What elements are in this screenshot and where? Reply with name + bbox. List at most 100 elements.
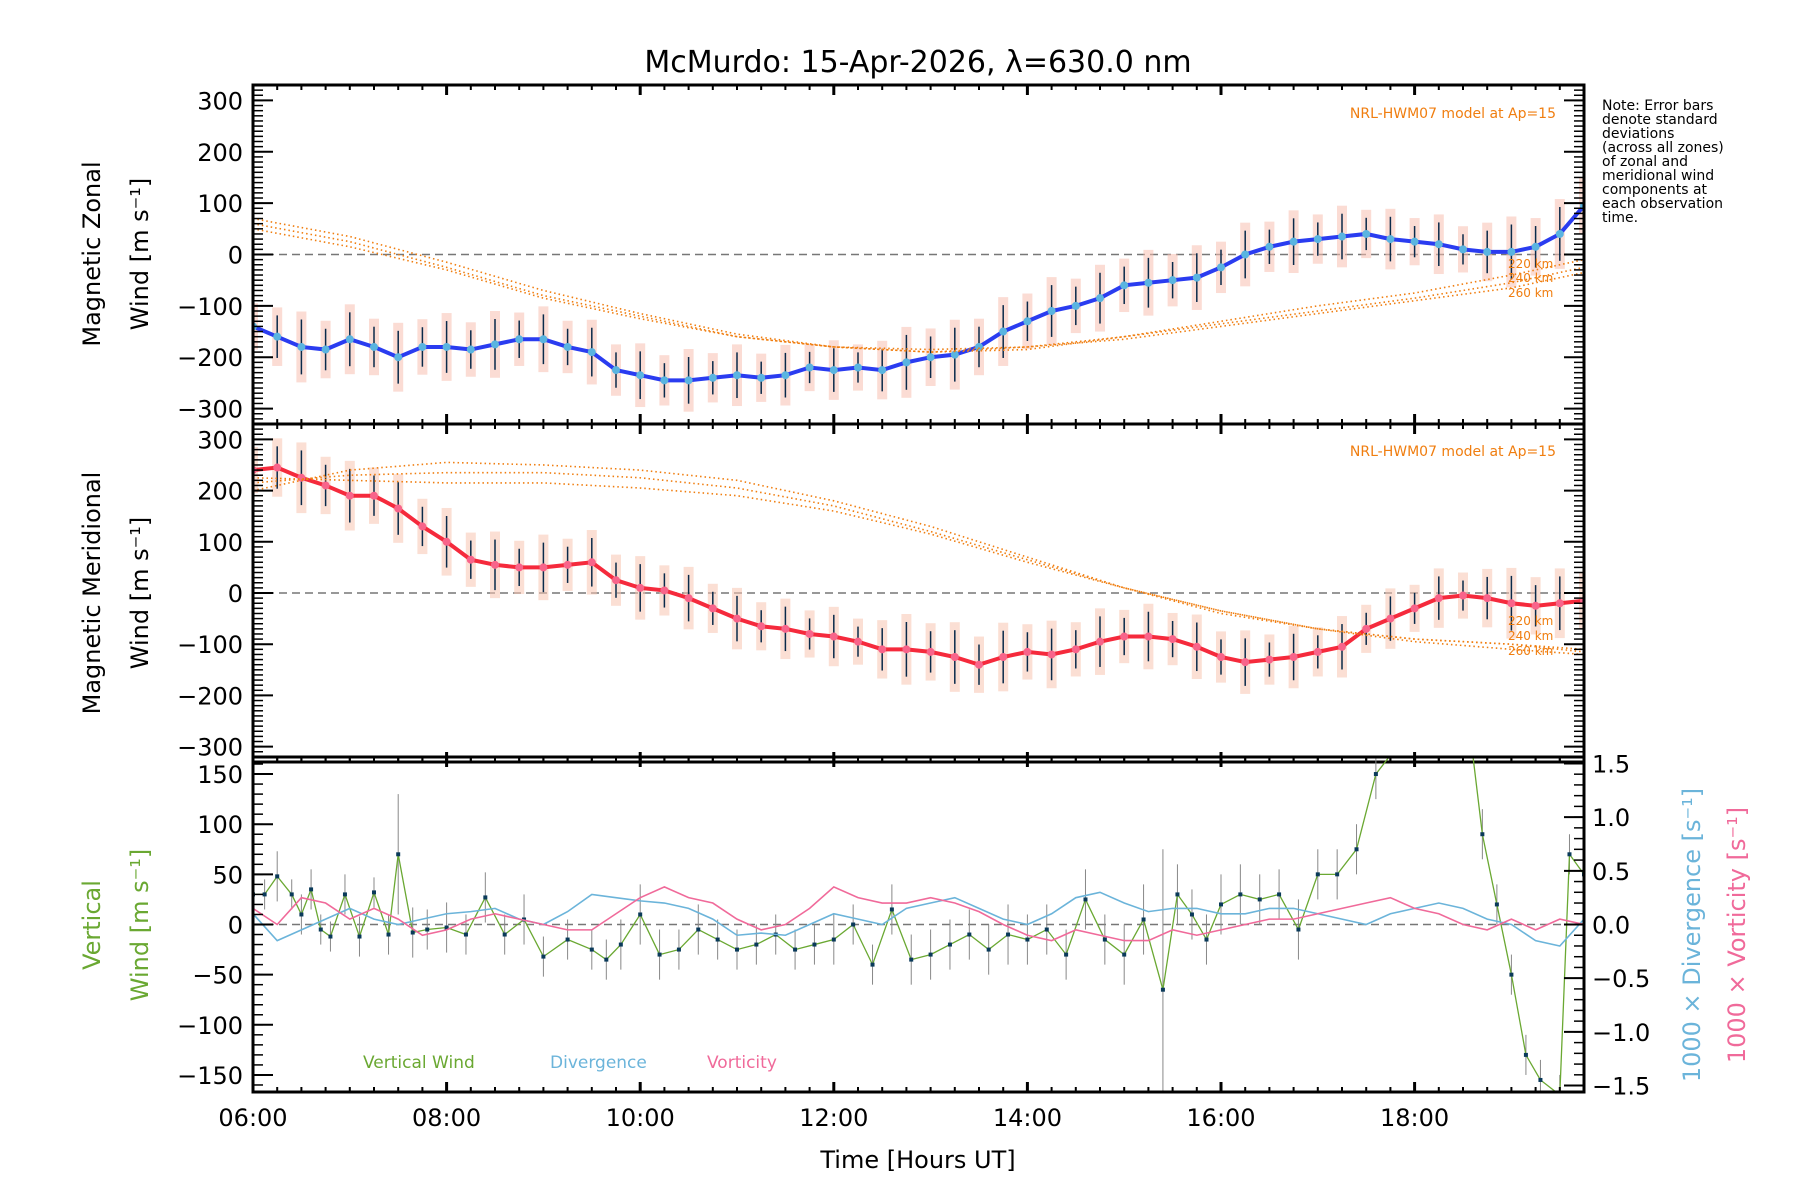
data-point xyxy=(1265,242,1274,251)
data-point xyxy=(684,376,693,385)
data-point xyxy=(926,647,935,656)
vertical-wind-point xyxy=(696,927,701,932)
data-point xyxy=(878,645,887,654)
plot-area xyxy=(253,438,1584,694)
vertical-wind-point xyxy=(1189,912,1194,917)
meridional-alt-240: 240 km xyxy=(1508,629,1553,643)
vertical-wind-point xyxy=(812,942,817,947)
y-tick-label: −100 xyxy=(177,293,243,321)
meridional-model-label: NRL-HWM07 model at Ap=15 xyxy=(1350,444,1556,460)
vertical-wind-point xyxy=(1175,892,1180,897)
data-point xyxy=(612,576,620,585)
vertical-wind-point xyxy=(1558,1093,1562,1097)
data-point xyxy=(1192,273,1201,282)
vertical-wind-point xyxy=(1413,722,1417,726)
vertical-wind-point xyxy=(357,934,362,939)
x-tick-label: 14:00 xyxy=(993,1104,1062,1132)
data-point xyxy=(1071,645,1080,654)
y-right-tick-label: 1.0 xyxy=(1592,804,1630,832)
data-point xyxy=(1313,647,1322,656)
note-line: of zonal and xyxy=(1602,154,1688,170)
vertical-wind-point xyxy=(967,932,972,937)
data-point xyxy=(442,537,451,546)
y-tick-label: −150 xyxy=(177,1062,243,1090)
data-point xyxy=(1483,594,1492,603)
vertical-wind-point xyxy=(1122,952,1127,957)
plot-area xyxy=(253,177,1584,412)
y-tick-label: 0 xyxy=(228,912,243,940)
data-point xyxy=(515,335,524,344)
vertical-wind-point xyxy=(793,947,798,952)
vertical-wind-point xyxy=(1277,892,1282,897)
vertical-wind-point xyxy=(715,937,720,942)
y-tick-label: 150 xyxy=(197,761,243,789)
vertical-wind-point xyxy=(1141,917,1146,922)
legend-divergence: Divergence xyxy=(550,1053,647,1073)
vertical-wind-point xyxy=(1102,937,1107,942)
y-tick-label: 0 xyxy=(228,580,243,608)
data-point xyxy=(975,660,983,669)
data-point xyxy=(1313,235,1322,244)
data-point xyxy=(1410,237,1419,246)
data-point xyxy=(878,366,887,375)
vertical-wind-point xyxy=(928,952,933,957)
vertical-wind-point xyxy=(372,890,376,895)
data-point xyxy=(491,560,499,569)
data-point xyxy=(587,348,596,357)
vertical-wind-point xyxy=(1006,932,1011,937)
vertical-wind-point xyxy=(328,934,333,939)
model-line-260 xyxy=(253,476,1584,656)
data-point xyxy=(1338,232,1346,241)
vertical-wind-point xyxy=(1567,852,1572,857)
data-point xyxy=(1217,653,1225,662)
model-line-240 xyxy=(253,222,1584,353)
vertical-wind-point xyxy=(463,932,468,937)
vertical-wind-point xyxy=(986,947,991,952)
vertical-wind-point xyxy=(831,937,836,942)
meridional-alt-260: 260 km xyxy=(1508,644,1553,658)
vertical-wind-point xyxy=(410,930,415,935)
vertical-wind-point xyxy=(889,907,894,912)
data-point xyxy=(950,653,959,662)
data-point xyxy=(805,363,814,372)
note-line: (across all zones) xyxy=(1602,140,1724,156)
data-point xyxy=(708,604,717,613)
vertical-wind-point xyxy=(502,932,507,937)
note-line: each observation xyxy=(1602,196,1723,212)
y-tick-label: 100 xyxy=(197,529,243,557)
vertical-wind-point xyxy=(444,925,449,930)
vertical-wind-line xyxy=(253,757,1584,1092)
vertical-wind-point xyxy=(1494,902,1499,907)
data-point xyxy=(1410,604,1419,613)
zonal-ylabel-line1: Magnetic Zonal xyxy=(78,161,106,346)
plot-area xyxy=(253,722,1584,1097)
data-point xyxy=(297,473,306,482)
data-point xyxy=(950,350,959,359)
y-tick-label: 300 xyxy=(197,426,243,454)
y-right-tick-label: 1.5 xyxy=(1592,750,1630,778)
vertical-wind-point xyxy=(318,927,323,932)
vertical-wind-point xyxy=(676,947,681,952)
vertical-wind-point xyxy=(565,937,570,942)
data-point xyxy=(1289,653,1298,662)
x-tick-label: 16:00 xyxy=(1186,1104,1255,1132)
data-point xyxy=(1168,276,1177,285)
zonal-model-label: NRL-HWM07 model at Ap=15 xyxy=(1350,106,1556,122)
vertical-wind-point xyxy=(1315,872,1320,877)
data-point xyxy=(297,342,306,351)
x-tick-label: 12:00 xyxy=(799,1104,868,1132)
legend-vorticity: Vorticity xyxy=(707,1053,777,1073)
data-point xyxy=(273,332,282,341)
data-point xyxy=(345,335,354,344)
model-line-220 xyxy=(253,217,1584,353)
data-point xyxy=(1531,601,1540,610)
vertical-wind-point xyxy=(483,895,488,900)
data-point xyxy=(733,371,741,380)
vertical-wind-point xyxy=(289,892,294,897)
data-point xyxy=(1047,650,1056,659)
data-point xyxy=(1071,301,1080,310)
vertical-wind-point xyxy=(909,957,914,962)
data-point xyxy=(345,491,354,500)
y-right-tick-label: −1.5 xyxy=(1592,1073,1650,1101)
vertical-wind-point xyxy=(1219,902,1223,907)
